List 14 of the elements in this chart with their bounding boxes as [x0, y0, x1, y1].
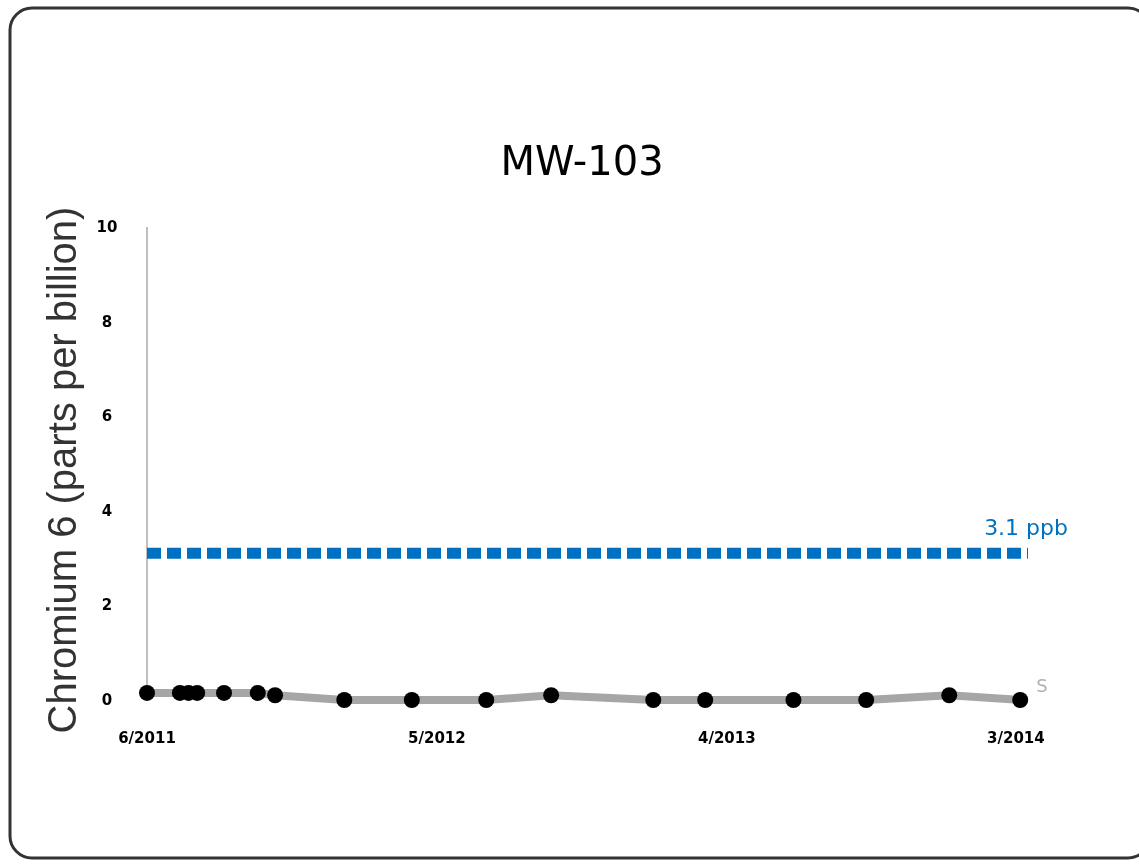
x-tick-label: 5/2012 — [408, 729, 466, 747]
y-axis-title: Chromium 6 (parts per billion) — [40, 206, 84, 734]
x-tick-label: 6/2011 — [118, 729, 176, 747]
y-tick-label: 2 — [101, 596, 113, 615]
chart-title: MW-103 — [500, 138, 664, 184]
y-tick-label: 0 — [101, 691, 113, 709]
x-tick-label: 3/2014 — [987, 729, 1045, 747]
x-tick-label: 4/2013 — [698, 729, 756, 747]
y-tick-label: 8 — [101, 312, 113, 331]
y-tick-label: 10 — [96, 218, 118, 236]
y-tick-label: 6 — [101, 407, 113, 426]
series-label: S — [1036, 675, 1048, 696]
y-tick-label: 4 — [101, 501, 113, 520]
ref-line-label: 3.1 ppb — [984, 515, 1068, 541]
